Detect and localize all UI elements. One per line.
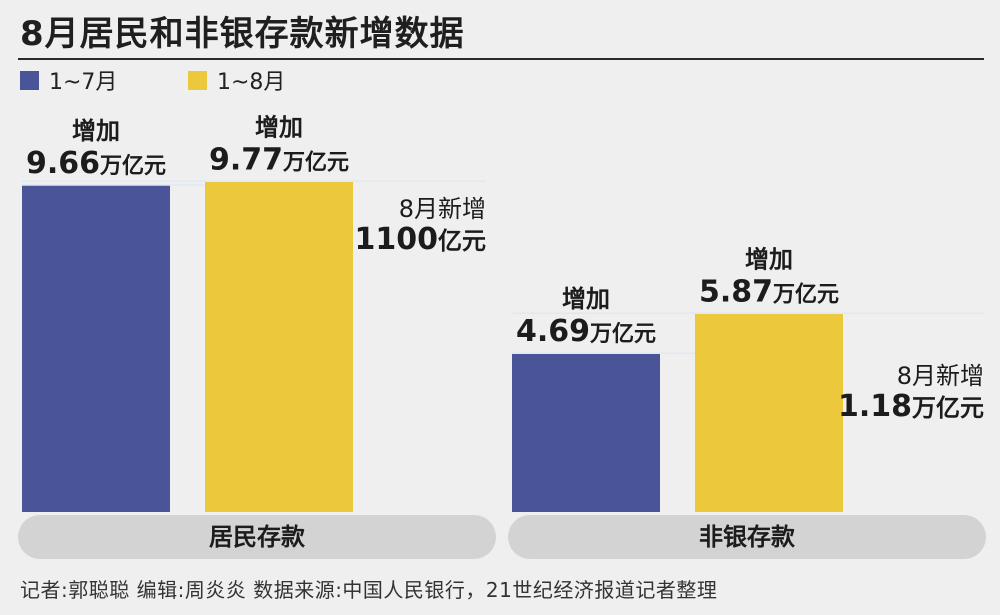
bar-label-top-resident-0: 增加 [72,117,120,145]
legend-label-jan-jul: 1~7月 [49,70,118,95]
annotation-value-resident: 1100亿元 [355,222,487,257]
bar-value-label-resident-0: 9.66万亿元 [26,146,166,181]
legend-item-jan-jul: 1~7月 [20,64,117,96]
annotation-value-nonbank: 1.18万亿元 [838,389,984,424]
annotation-title-nonbank: 8月新增 [897,362,984,390]
annotation-title-resident: 8月新增 [399,195,486,223]
category-band-nonbank [508,515,986,559]
chart-title: 8月居民和非银存款新增数据 [20,14,465,54]
legend-item-jan-aug: 1~8月 [188,64,285,96]
legend-swatch-jan-aug [188,70,207,90]
bar-label-top-nonbank-0: 增加 [562,285,610,313]
legend-label-jan-aug: 1~8月 [217,70,286,95]
bar-resident-jan-aug [205,181,353,512]
bar-value-label-nonbank-1: 5.87万亿元 [699,274,839,309]
category-band-resident [18,515,496,559]
category-label-nonbank: 非银存款 [699,523,796,551]
bar-label-top-resident-1: 增加 [255,113,303,141]
bar-resident-jan-jul [22,185,170,512]
bar-value-label-nonbank-0: 4.69万亿元 [516,314,656,349]
bar-nonbank-jan-jul [512,353,660,512]
bar-value-label-resident-1: 9.77万亿元 [209,142,349,177]
category-label-resident: 居民存款 [209,523,306,551]
source-note: 记者:郭聪聪 编辑:周炎炎 数据来源:中国人民银行，21世纪经济报道记者整理 [20,578,718,602]
legend-swatch-jan-jul [20,70,39,90]
title-divider [18,58,984,60]
bar-nonbank-jan-aug [695,313,843,512]
bar-label-top-nonbank-1: 增加 [745,245,793,273]
